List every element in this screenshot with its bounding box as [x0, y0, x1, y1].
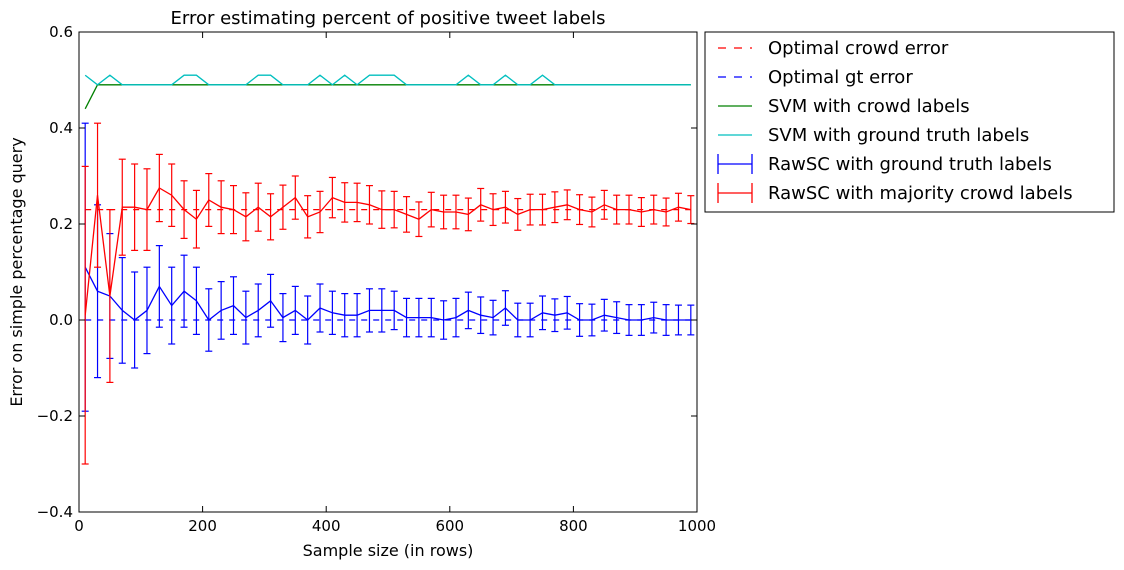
legend-label: Optimal gt error	[768, 67, 913, 88]
legend-label: RawSC with ground truth labels	[768, 154, 1052, 175]
legend-entry: RawSC with ground truth labels	[717, 154, 1052, 175]
series-6	[81, 122, 695, 465]
x-tick-label: 800	[559, 517, 588, 535]
y-tick-label: −0.2	[37, 407, 73, 425]
legend-label: RawSC with majority crowd labels	[768, 183, 1073, 204]
series-line	[84, 266, 691, 321]
x-tick-label: 1000	[678, 517, 716, 535]
series-5	[81, 122, 695, 412]
series-line	[84, 187, 691, 316]
x-axis-label: Sample size (in rows)	[303, 541, 474, 560]
chart-title: Error estimating percent of positive twe…	[171, 8, 606, 29]
legend-box	[704, 31, 1115, 213]
legend: Optimal crowd error Optimal gt error SVM w…	[704, 31, 1115, 213]
legend-entry: SVM with ground truth labels	[718, 125, 1029, 146]
legend-entry: RawSC with majority crowd labels	[717, 183, 1073, 204]
x-tick-label: 600	[435, 517, 464, 535]
axis-ticks: 0 200 400 600 800 1000 −0.4 −0.2 0.0 0.2 0.4 0.6	[37, 23, 717, 535]
series-4	[84, 74, 691, 86]
x-tick-label: 0	[74, 517, 84, 535]
y-tick-label: 0.4	[49, 119, 73, 137]
x-tick-label: 400	[312, 517, 341, 535]
legend-label: SVM with ground truth labels	[768, 125, 1029, 146]
plot-area	[81, 74, 695, 465]
legend-label: SVM with crowd labels	[768, 96, 970, 117]
series-3	[84, 84, 691, 110]
series-line	[84, 74, 691, 86]
y-tick-label: −0.4	[37, 503, 73, 521]
y-tick-label: 0.6	[49, 23, 73, 41]
x-tick-label: 200	[188, 517, 217, 535]
legend-entry: Optimal crowd error	[718, 38, 949, 59]
legend-label: Optimal crowd error	[768, 38, 949, 59]
plot-frame	[78, 31, 698, 513]
legend-entry: Optimal gt error	[718, 67, 913, 88]
legend-entry: SVM with crowd labels	[718, 96, 970, 117]
series-line	[84, 84, 691, 110]
y-tick-label: 0.2	[49, 215, 73, 233]
y-tick-label: 0.0	[49, 311, 73, 329]
y-axis-label: Error on simple percentage query	[7, 137, 26, 406]
